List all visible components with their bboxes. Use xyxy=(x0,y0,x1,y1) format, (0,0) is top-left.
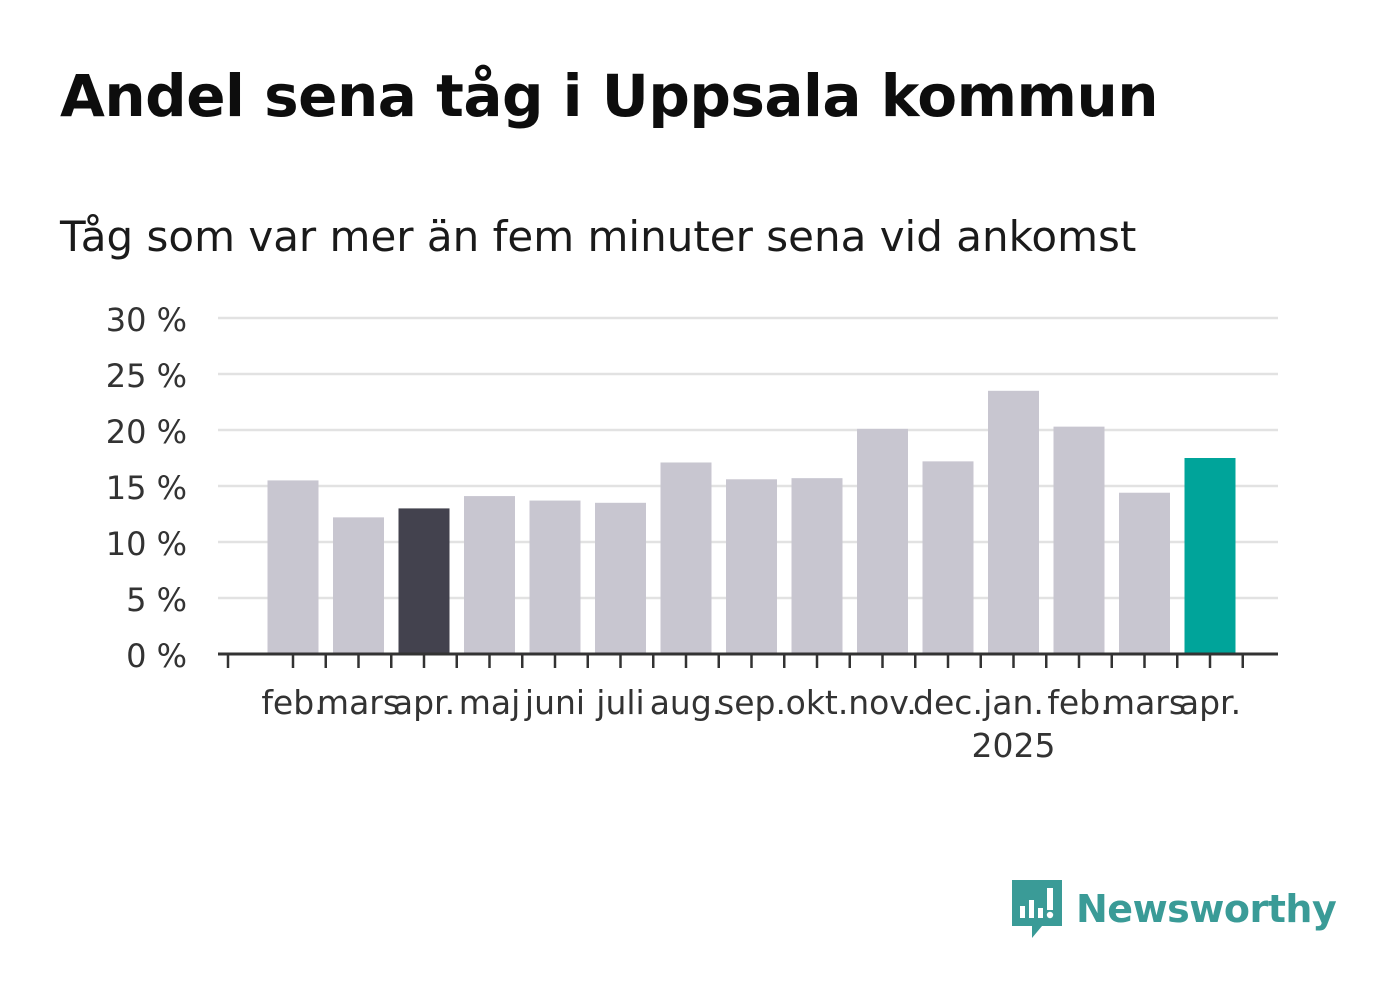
x-tick-label: maj xyxy=(459,683,521,722)
bar xyxy=(529,500,581,654)
x-axis xyxy=(218,652,1278,668)
x-tick-label: mars xyxy=(1103,683,1186,722)
bar xyxy=(1053,426,1105,654)
x-tick-label: dec. xyxy=(913,683,983,722)
x-tick-label: feb. xyxy=(1047,683,1110,722)
x-tick-label: sep. xyxy=(717,683,786,722)
y-tick-label: 20 % xyxy=(106,413,187,451)
bar xyxy=(791,478,843,654)
chart-subtitle: Tåg som var mer än fem minuter sena vid … xyxy=(60,212,1137,261)
x-tick-label: apr. xyxy=(393,683,455,722)
bar xyxy=(988,390,1039,654)
x-tick-label: okt. xyxy=(786,683,849,722)
bar xyxy=(660,462,712,654)
y-tick-label: 10 % xyxy=(106,525,187,563)
y-tick-label: 0 % xyxy=(126,637,187,675)
x-tick-label: mars xyxy=(317,683,400,722)
x-tick-label: aug. xyxy=(650,683,723,722)
x-tick-label: juli xyxy=(595,683,644,722)
y-tick-label: 25 % xyxy=(106,357,187,395)
bar xyxy=(595,502,646,654)
x-tick-label: feb. xyxy=(261,683,324,722)
bar xyxy=(922,461,974,654)
x-year-label: 2025 xyxy=(972,726,1056,765)
newsworthy-logo[interactable]: Newsworthy xyxy=(1010,878,1337,940)
x-tick-label: apr. xyxy=(1179,683,1241,722)
y-tick-label: 5 % xyxy=(126,581,187,619)
x-tick-label: nov. xyxy=(848,683,917,722)
x-tick-label: juni xyxy=(524,683,585,722)
x-tick-label: jan. xyxy=(982,683,1044,722)
bar xyxy=(398,508,450,654)
bar xyxy=(333,517,384,654)
bar xyxy=(267,480,319,654)
chart-title: Andel sena tåg i Uppsala kommun xyxy=(60,62,1159,130)
y-tick-label: 30 % xyxy=(106,301,187,339)
bar xyxy=(1119,492,1170,654)
bar xyxy=(464,496,515,654)
bar xyxy=(726,479,777,654)
bars xyxy=(267,390,1236,654)
bar xyxy=(857,428,908,654)
y-tick-label: 15 % xyxy=(106,469,187,507)
newsworthy-chart-bubble-icon xyxy=(1012,880,1062,938)
logo-text: Newsworthy xyxy=(1076,887,1337,931)
bar xyxy=(1184,458,1236,654)
